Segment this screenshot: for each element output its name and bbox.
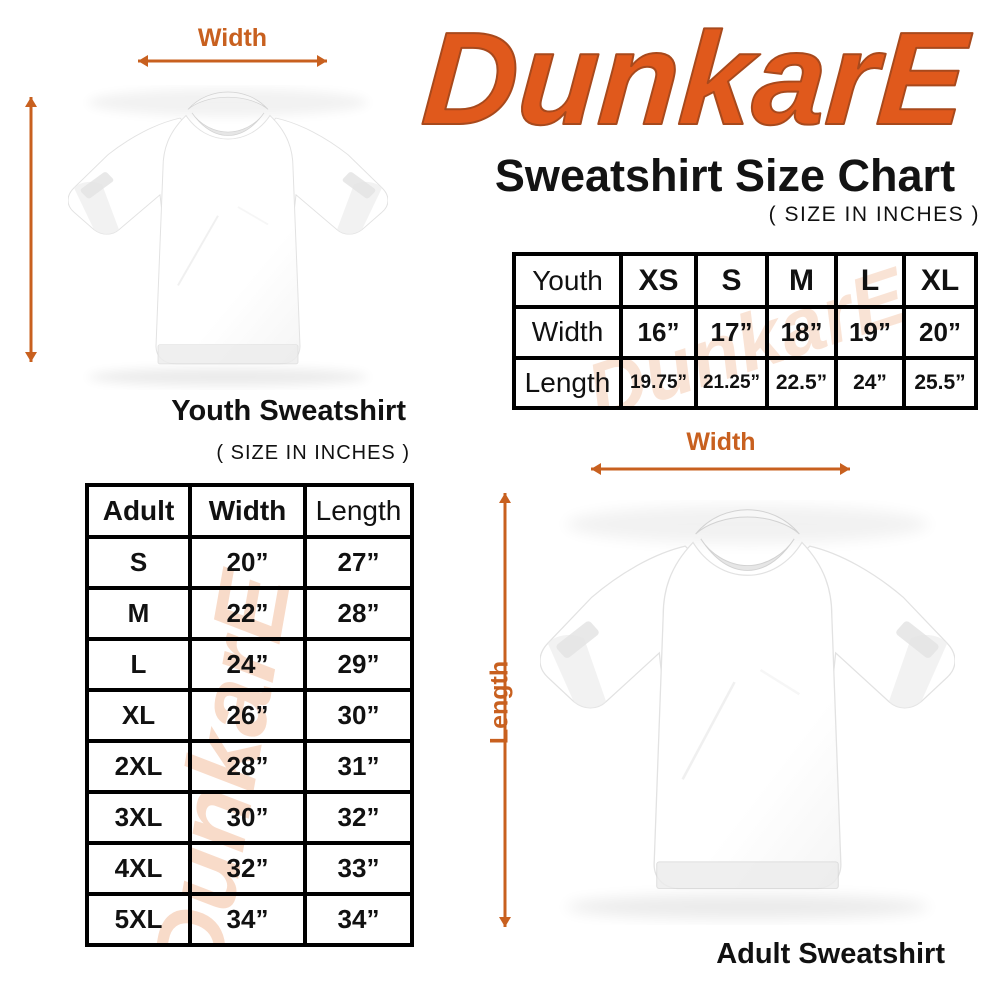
- svg-text:DunkarE: DunkarE: [418, 5, 975, 153]
